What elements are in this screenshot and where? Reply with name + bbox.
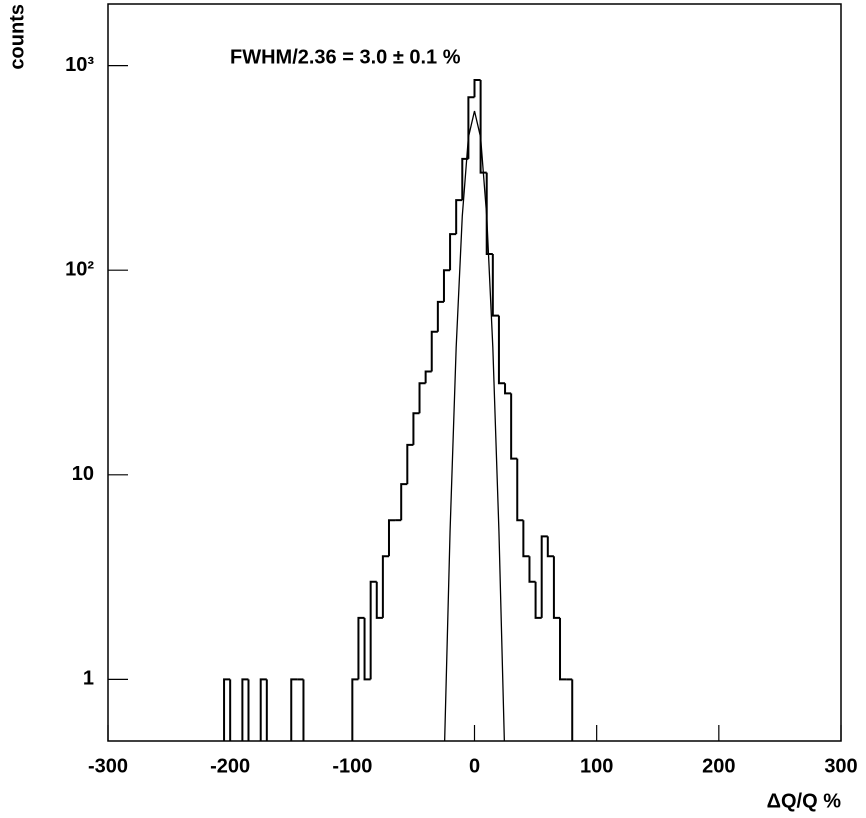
histogram-bin bbox=[522, 520, 530, 558]
histogram-bin bbox=[546, 536, 554, 558]
histogram-bin bbox=[436, 300, 444, 332]
histogram-bin bbox=[540, 535, 548, 618]
histogram-bin bbox=[455, 199, 463, 235]
plot-frame bbox=[107, 3, 842, 742]
histogram-bin bbox=[406, 443, 414, 485]
histogram-bin bbox=[430, 330, 438, 372]
x-tick-label: -100 bbox=[332, 755, 372, 777]
histogram-bin bbox=[229, 679, 232, 741]
y-tick-label: 10 bbox=[72, 463, 94, 485]
histogram-bin bbox=[387, 519, 396, 557]
histogram-bin bbox=[302, 679, 305, 741]
x-tick-label: 200 bbox=[702, 755, 735, 777]
histogram-bin bbox=[497, 315, 506, 385]
x-tick-label: 300 bbox=[824, 755, 857, 777]
histogram-bin bbox=[516, 458, 524, 522]
y-axis-label: counts bbox=[6, 4, 28, 70]
y-tick-label: 10³ bbox=[65, 54, 94, 76]
histogram-bin bbox=[534, 581, 542, 619]
histogram-bin bbox=[504, 383, 512, 395]
histogram-bin bbox=[485, 172, 493, 255]
histogram-bin bbox=[552, 556, 561, 619]
x-axis-label: ΔQ/Q % bbox=[767, 790, 842, 812]
histogram-bin bbox=[467, 96, 475, 159]
histogram-bin bbox=[528, 556, 536, 583]
histogram-bin bbox=[357, 616, 365, 680]
plot-area bbox=[223, 79, 574, 741]
histogram-bin bbox=[241, 678, 249, 741]
histogram-bin bbox=[290, 678, 298, 741]
x-tick-label: -300 bbox=[88, 755, 128, 777]
histogram-bin bbox=[449, 233, 457, 271]
y-tick-label: 10² bbox=[65, 258, 94, 280]
histogram-bin bbox=[363, 617, 371, 681]
fit-curve bbox=[443, 110, 506, 741]
histogram-bin bbox=[247, 679, 250, 741]
histogram-bin bbox=[223, 678, 231, 741]
histogram-bin bbox=[491, 253, 499, 317]
histogram-bin bbox=[424, 370, 432, 384]
x-tick-label: 100 bbox=[580, 755, 613, 777]
histogram-bin bbox=[571, 679, 574, 741]
histogram-bin bbox=[259, 678, 267, 741]
histogram-bin bbox=[351, 678, 359, 741]
x-tick-label: -200 bbox=[210, 755, 250, 777]
histogram-bin bbox=[479, 80, 487, 174]
histogram-bin bbox=[510, 393, 518, 460]
histogram-bin bbox=[442, 269, 451, 302]
histogram-bin bbox=[369, 580, 377, 680]
histogram-bin bbox=[412, 412, 420, 445]
histogram-bin bbox=[418, 382, 426, 414]
histogram-bin bbox=[400, 483, 408, 521]
x-tick-label: 0 bbox=[469, 755, 480, 777]
histogram-bin bbox=[265, 679, 268, 741]
histogram-bin bbox=[381, 555, 389, 618]
histogram-bin bbox=[375, 581, 383, 619]
histogram-bin bbox=[473, 79, 481, 98]
y-tick-label: 1 bbox=[83, 668, 94, 690]
annotation: FWHM/2.36 = 3.0 ± 0.1 % bbox=[230, 46, 461, 68]
histogram-bin bbox=[559, 617, 567, 681]
